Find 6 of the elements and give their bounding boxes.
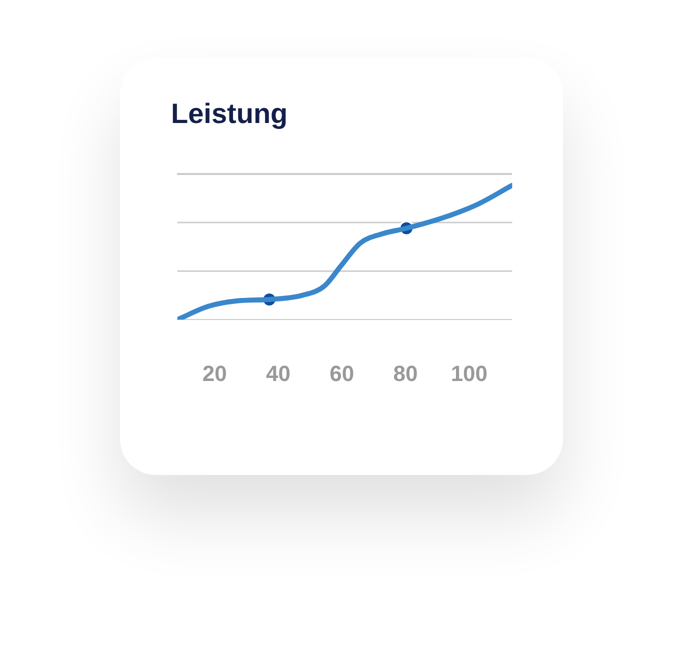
x-tick-label: 40 [266,360,290,386]
chart-title: Leistung [171,98,288,130]
x-tick-label: 80 [393,360,418,386]
x-tick-label: 20 [202,360,227,386]
x-tick-label: 60 [330,360,354,386]
x-tick-label: 100 [450,360,488,386]
